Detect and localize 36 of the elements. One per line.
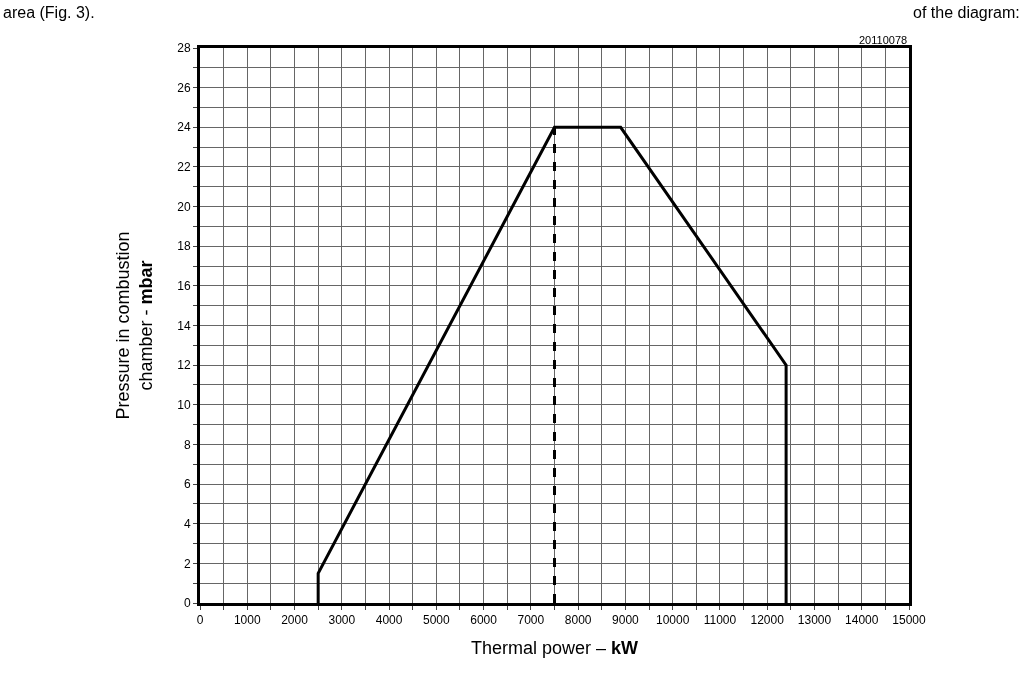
text: area (Fig. 3). [3,4,95,21]
x-tick-label: 7000 [517,613,545,628]
y-tick-label: 28 [177,41,191,56]
x-tick-label: 4000 [375,613,403,628]
x-tick-label: 12000 [750,613,785,628]
x-tick-label: 10000 [655,613,690,628]
x-tick-label: 14000 [845,613,879,628]
y-tick-label: 22 [177,160,191,175]
y-tick-label: 20 [177,199,191,214]
y-tick-label: 26 [177,80,191,95]
x-tick-label: 5000 [422,613,450,628]
y-tick-label: 4 [183,516,191,531]
y-tick-label: 0 [183,596,191,611]
y-tick-label: 12 [177,358,191,373]
x-tick-label: 13000 [797,613,832,628]
x-tick-label: 6000 [470,613,498,628]
text: 20110078 [859,34,908,46]
y-tick-label: 14 [177,318,191,333]
x-tick-label: 0 [196,613,204,628]
x-tick-label: 3000 [328,613,356,628]
y-tick-label: 16 [177,279,191,294]
y-tick-label: 8 [183,437,191,452]
x-tick-label: 15000 [892,613,927,628]
line-series [316,125,788,603]
y-tick-label: 2 [183,556,191,571]
x-axis-title: Thermal power – kW [470,637,639,658]
y-tick-label: 6 [183,477,191,492]
y-tick-label: 24 [177,120,191,135]
y-tick-label: 10 [177,397,191,412]
x-tick-label: 1000 [233,613,261,628]
x-tick-label: 2000 [281,613,309,628]
y-tick-label: 18 [177,239,191,254]
x-tick-label: 11000 [703,613,737,628]
x-tick-label: 8000 [564,613,592,628]
x-tick-label: 9000 [612,613,640,628]
text: of the diagram: [913,4,1020,21]
